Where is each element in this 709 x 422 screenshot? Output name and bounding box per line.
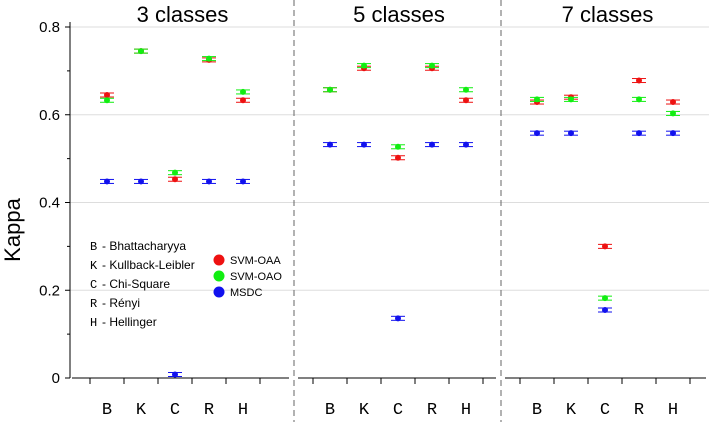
data-point: [602, 295, 608, 302]
axes: 00.20.40.60.8B K C R H B K C R H B K C R H: [39, 19, 706, 420]
data-point: [361, 141, 367, 148]
category-label: R: [427, 401, 437, 420]
category-label: B: [325, 401, 335, 420]
category-label: B: [532, 401, 542, 420]
data-point: [636, 96, 642, 103]
legend-abbr: H: [90, 316, 97, 330]
grid-lines: [70, 26, 709, 291]
data-point: [240, 97, 246, 104]
legend-marker: [213, 254, 225, 266]
y-tick-label: 0.6: [39, 107, 60, 124]
panel-titles: 3 classes 5 classes 7 classes: [137, 2, 654, 27]
legend-series-label: SVM-OAO: [230, 271, 282, 283]
legend-series-label: SVM-OAA: [230, 255, 281, 267]
y-tick-label: 0: [52, 370, 60, 387]
data-point: [172, 371, 178, 378]
data-point: [568, 130, 574, 137]
category-label: H: [668, 401, 678, 420]
data-point: [602, 306, 608, 313]
data-point: [636, 77, 642, 84]
legend-abbr: K: [90, 259, 98, 273]
category-label: C: [600, 401, 610, 420]
data-point: [104, 178, 110, 185]
category-label: K: [136, 401, 147, 420]
data-point: [602, 243, 608, 250]
category-label: C: [393, 401, 403, 420]
legend-desc: - Rényi: [102, 296, 140, 310]
legend-desc: - Bhattacharyya: [102, 239, 186, 253]
data-point: [429, 62, 435, 69]
panel-title: 3 classes: [137, 2, 229, 27]
data-point: [534, 130, 540, 137]
legend-abbr: B: [90, 240, 97, 254]
legend-desc: - Kullback-Leibler: [102, 258, 195, 272]
data-point: [395, 154, 401, 161]
panel-separators: [293, 0, 502, 422]
data-point: [463, 141, 469, 148]
data-point: [670, 130, 676, 137]
data-point: [138, 178, 144, 185]
data-point: [240, 178, 246, 185]
data-point: [138, 48, 144, 55]
data-point: [240, 88, 246, 95]
category-label: K: [566, 401, 577, 420]
panel-title: 5 classes: [353, 2, 445, 27]
legend: B - Bhattacharyya K - Kullback-Leibler C - Ch…: [90, 239, 282, 330]
y-tick-label: 0.4: [39, 195, 60, 212]
category-label: B: [102, 401, 112, 420]
data-point: [670, 110, 676, 117]
data-point: [206, 55, 212, 62]
data-point: [104, 92, 110, 99]
legend-desc: - Hellinger: [102, 315, 157, 329]
data-point: [670, 99, 676, 106]
y-tick-label: 0.2: [39, 282, 60, 299]
y-axis-label: Kappa: [0, 197, 25, 261]
legend-abbr: C: [90, 278, 97, 292]
y-tick-label: 0.8: [39, 19, 60, 36]
category-label: K: [359, 401, 370, 420]
data-points: [100, 48, 680, 378]
data-point: [429, 141, 435, 148]
data-point: [361, 62, 367, 69]
legend-marker: [213, 286, 225, 298]
data-point: [206, 178, 212, 185]
data-point: [172, 176, 178, 183]
category-label: H: [238, 401, 248, 420]
category-label: R: [204, 401, 214, 420]
data-point: [172, 169, 178, 176]
legend-desc: - Chi-Square: [102, 277, 170, 291]
data-point: [568, 96, 574, 103]
legend-abbr: R: [90, 297, 97, 311]
data-point: [395, 143, 401, 150]
legend-marker: [213, 270, 225, 282]
category-label: H: [461, 401, 471, 420]
data-point: [395, 315, 401, 322]
legend-series-label: MSDC: [230, 287, 262, 299]
data-point: [463, 86, 469, 93]
data-point: [534, 96, 540, 103]
panel-title: 7 classes: [562, 2, 654, 27]
data-point: [104, 97, 110, 104]
category-label: C: [170, 401, 180, 420]
category-label: R: [634, 401, 644, 420]
data-point: [636, 130, 642, 137]
data-point: [327, 141, 333, 148]
data-point: [327, 86, 333, 93]
data-point: [463, 97, 469, 104]
